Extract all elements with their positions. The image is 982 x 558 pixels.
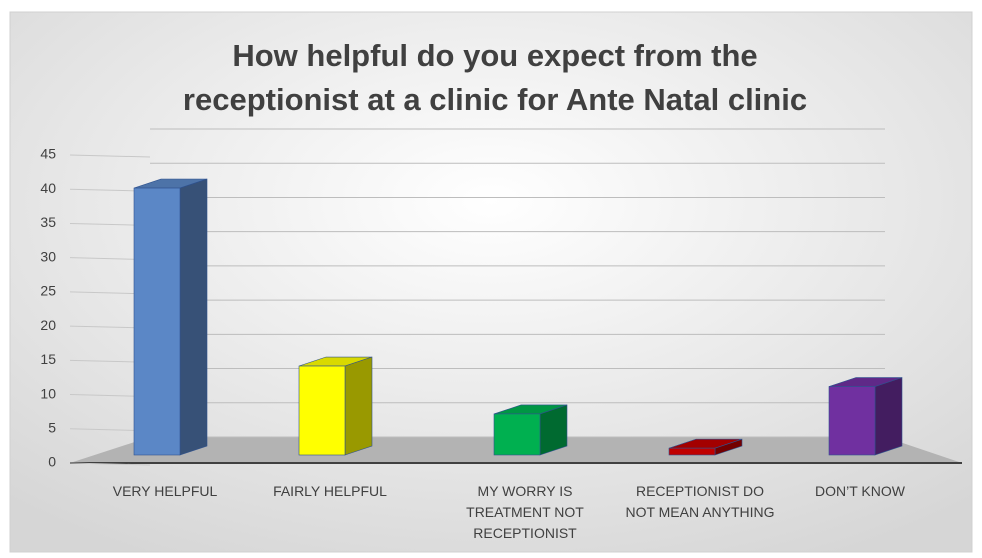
x-tick-label: FAIRLY HELPFUL xyxy=(273,483,387,499)
y-tick-label: 10 xyxy=(40,385,56,401)
bar xyxy=(668,447,716,456)
x-tick-label: MY WORRY IS TREATMENT NOT RECEPTIONIST xyxy=(466,483,584,541)
y-tick-label: 40 xyxy=(40,180,56,196)
grid-line xyxy=(69,154,151,158)
x-tick-label: DON’T KNOW xyxy=(815,483,905,499)
grid-line xyxy=(69,462,151,466)
y-tick-label: 45 xyxy=(40,146,56,162)
bar-side xyxy=(179,178,208,456)
bar xyxy=(298,365,346,456)
bar xyxy=(493,413,541,456)
y-tick-label: 15 xyxy=(40,351,56,367)
y-tick-label: 20 xyxy=(40,317,56,333)
bar-side xyxy=(874,377,903,456)
y-tick-label: 25 xyxy=(40,283,56,299)
x-tick-label: VERY HELPFUL xyxy=(112,483,218,499)
bar-side xyxy=(539,404,568,456)
y-tick-label: 30 xyxy=(40,248,56,264)
chart-title: How helpful do you expect from the recep… xyxy=(182,38,808,117)
bar xyxy=(133,187,181,456)
bar xyxy=(828,386,876,456)
y-tick-label: 5 xyxy=(48,419,56,435)
x-tick-label: RECEPTIONIST DO NOT MEAN ANYTHING xyxy=(625,483,775,520)
bar-side xyxy=(344,356,373,456)
y-tick-label: 0 xyxy=(48,454,56,470)
y-tick-label: 35 xyxy=(40,214,56,230)
